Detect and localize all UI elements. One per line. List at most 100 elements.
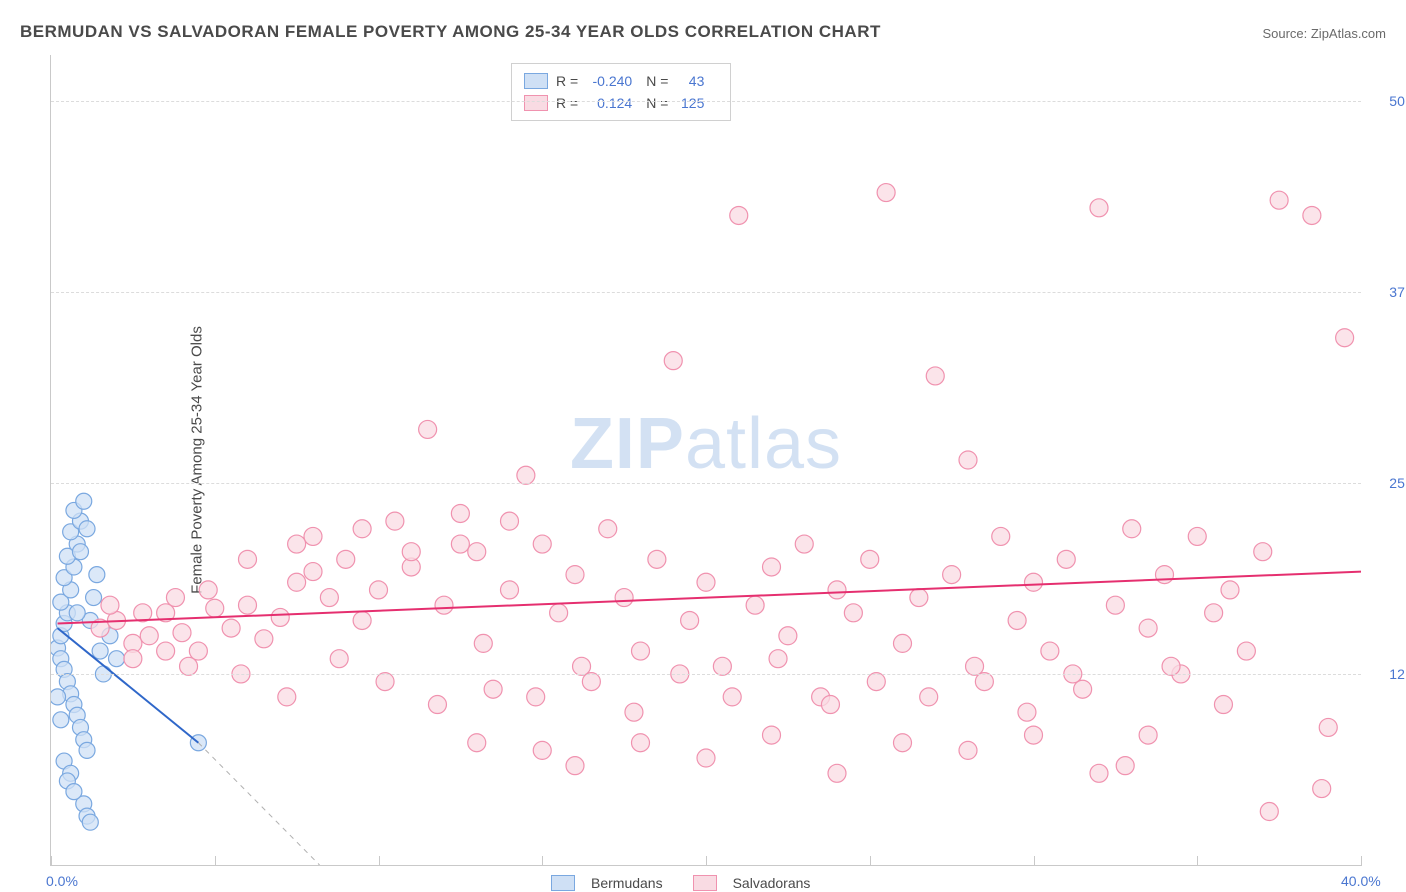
scatter-point bbox=[206, 599, 224, 617]
scatter-point bbox=[566, 757, 584, 775]
scatter-point bbox=[861, 550, 879, 568]
series-legend: Bermudans Salvadorans bbox=[551, 875, 810, 891]
scatter-point bbox=[910, 589, 928, 607]
scatter-point bbox=[1188, 527, 1206, 545]
legend-item: Bermudans bbox=[551, 875, 663, 891]
scatter-point bbox=[1018, 703, 1036, 721]
scatter-point bbox=[451, 535, 469, 553]
scatter-point bbox=[920, 688, 938, 706]
scatter-point bbox=[124, 650, 142, 668]
scatter-point bbox=[255, 630, 273, 648]
scatter-point bbox=[76, 493, 92, 509]
scatter-point bbox=[435, 596, 453, 614]
legend-series-name: Salvadorans bbox=[733, 875, 811, 891]
scatter-point bbox=[101, 596, 119, 614]
scatter-point bbox=[428, 696, 446, 714]
scatter-point bbox=[975, 673, 993, 691]
scatter-point bbox=[1090, 199, 1108, 217]
scatter-point bbox=[697, 573, 715, 591]
x-tick bbox=[706, 856, 707, 866]
scatter-point bbox=[304, 527, 322, 545]
scatter-point bbox=[189, 642, 207, 660]
scatter-point bbox=[239, 596, 257, 614]
scatter-point bbox=[763, 558, 781, 576]
scatter-point bbox=[86, 590, 102, 606]
chart-container: BERMUDAN VS SALVADORAN FEMALE POVERTY AM… bbox=[0, 0, 1406, 892]
x-tick bbox=[1034, 856, 1035, 866]
legend-swatch bbox=[693, 875, 717, 891]
scatter-point bbox=[353, 611, 371, 629]
scatter-point bbox=[386, 512, 404, 530]
legend-swatch bbox=[524, 95, 548, 111]
x-tick-label: 0.0% bbox=[46, 873, 78, 889]
legend-series-name: Bermudans bbox=[591, 875, 663, 891]
scatter-point bbox=[959, 451, 977, 469]
scatter-point bbox=[828, 581, 846, 599]
scatter-point bbox=[1074, 680, 1092, 698]
scatter-point bbox=[370, 581, 388, 599]
gridline bbox=[51, 674, 1361, 675]
scatter-point bbox=[239, 550, 257, 568]
scatter-point bbox=[484, 680, 502, 698]
scatter-point bbox=[1123, 520, 1141, 538]
scatter-point bbox=[713, 657, 731, 675]
scatter-point bbox=[173, 624, 191, 642]
scatter-point bbox=[844, 604, 862, 622]
scatter-point bbox=[1090, 764, 1108, 782]
scatter-point bbox=[1025, 726, 1043, 744]
legend-r-label: R = bbox=[556, 70, 578, 92]
scatter-point bbox=[550, 604, 568, 622]
x-tick bbox=[542, 856, 543, 866]
legend-item: Salvadorans bbox=[693, 875, 811, 891]
x-tick bbox=[51, 856, 52, 866]
scatter-point bbox=[795, 535, 813, 553]
scatter-point bbox=[353, 520, 371, 538]
scatter-point bbox=[1303, 206, 1321, 224]
scatter-point bbox=[82, 814, 98, 830]
correlation-legend: R =-0.240N =43R =0.124N =125 bbox=[511, 63, 731, 121]
scatter-point bbox=[288, 535, 306, 553]
scatter-point bbox=[664, 352, 682, 370]
scatter-point bbox=[746, 596, 764, 614]
scatter-point bbox=[926, 367, 944, 385]
scatter-point bbox=[527, 688, 545, 706]
x-tick bbox=[1197, 856, 1198, 866]
legend-n-label: N = bbox=[646, 92, 668, 114]
scatter-point bbox=[402, 543, 420, 561]
scatter-point bbox=[376, 673, 394, 691]
scatter-point bbox=[451, 504, 469, 522]
scatter-point bbox=[1336, 329, 1354, 347]
legend-n-value: 125 bbox=[672, 92, 704, 114]
scatter-point bbox=[1221, 581, 1239, 599]
scatter-point bbox=[330, 650, 348, 668]
source-prefix: Source: bbox=[1262, 26, 1310, 41]
scatter-point bbox=[763, 726, 781, 744]
scatter-point bbox=[1139, 619, 1157, 637]
scatter-point bbox=[1116, 757, 1134, 775]
scatter-point bbox=[199, 581, 217, 599]
plot-area: Female Poverty Among 25-34 Year Olds ZIP… bbox=[50, 55, 1361, 866]
source-attribution: Source: ZipAtlas.com bbox=[1262, 26, 1386, 41]
scatter-point bbox=[1162, 657, 1180, 675]
scatter-point bbox=[828, 764, 846, 782]
scatter-point bbox=[474, 634, 492, 652]
legend-row: R =0.124N =125 bbox=[524, 92, 718, 114]
scatter-point bbox=[320, 589, 338, 607]
scatter-point bbox=[1008, 611, 1026, 629]
scatter-point bbox=[140, 627, 158, 645]
scatter-point bbox=[648, 550, 666, 568]
scatter-point bbox=[867, 673, 885, 691]
scatter-point bbox=[779, 627, 797, 645]
scatter-point bbox=[79, 742, 95, 758]
scatter-point bbox=[615, 589, 633, 607]
x-tick bbox=[1361, 856, 1362, 866]
x-tick-label: 40.0% bbox=[1341, 873, 1381, 889]
scatter-point bbox=[697, 749, 715, 767]
scatter-point bbox=[625, 703, 643, 721]
scatter-point bbox=[821, 696, 839, 714]
scatter-point bbox=[1041, 642, 1059, 660]
scatter-point bbox=[288, 573, 306, 591]
gridline bbox=[51, 101, 1361, 102]
scatter-point bbox=[1254, 543, 1272, 561]
scatter-point bbox=[501, 512, 519, 530]
